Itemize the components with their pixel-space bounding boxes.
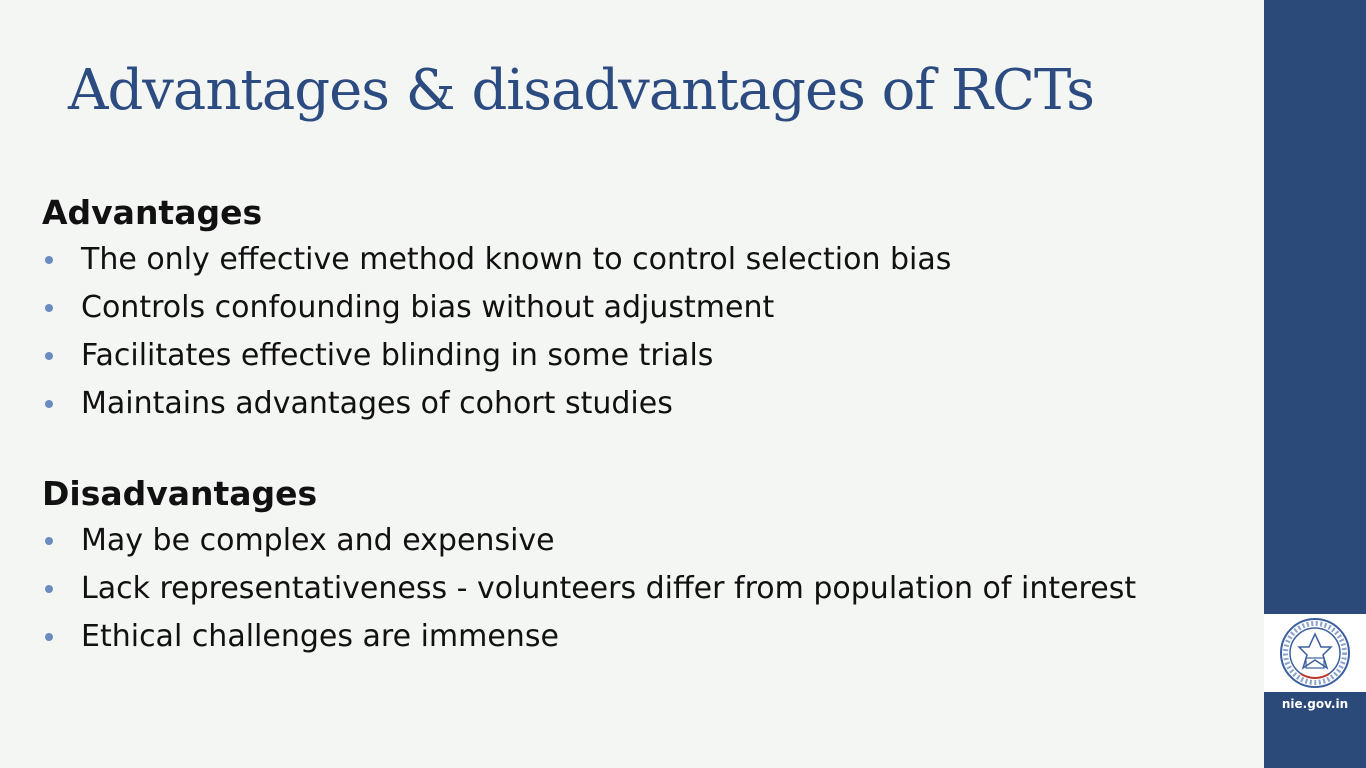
list-item: The only effective method known to contr… [42,236,1242,284]
list-item-text: The only effective method known to contr… [81,242,952,277]
list-item-text: Maintains advantages of cohort studies [81,386,673,421]
list-item: Lack representativeness - volunteers dif… [42,565,1242,613]
bullet-icon [45,633,53,641]
list-item-text: Controls confounding bias without adjust… [81,290,775,325]
site-url: nie.gov.in [1281,697,1349,711]
advantages-section: Advantages The only effective method kno… [42,190,1242,428]
advantages-list: The only effective method known to contr… [42,236,1242,428]
bullet-icon [45,585,53,593]
section-heading-advantages: Advantages [42,193,263,232]
list-item-text: Ethical challenges are immense [81,619,559,654]
disadvantages-section: Disadvantages May be complex and expensi… [42,471,1242,661]
bullet-icon [45,352,53,360]
list-item: May be complex and expensive [42,517,1242,565]
slide-title: Advantages & disadvantages of RCTs [68,58,1095,123]
list-item: Maintains advantages of cohort studies [42,380,1242,428]
bullet-icon [45,537,53,545]
list-item-text: Lack representativeness - volunteers dif… [81,571,1137,606]
institution-seal-icon [1280,618,1350,688]
list-item: Ethical challenges are immense [42,613,1242,661]
slide-content: Advantages The only effective method kno… [42,190,1242,661]
bullet-icon [45,256,53,264]
section-heading-disadvantages: Disadvantages [42,474,318,513]
list-item-text: Facilitates effective blinding in some t… [81,338,714,373]
bullet-icon [45,400,53,408]
logo [1264,614,1366,692]
bullet-icon [45,304,53,312]
disadvantages-list: May be complex and expensive Lack repres… [42,517,1242,661]
list-item-text: May be complex and expensive [81,523,555,558]
section-gap [42,428,1242,471]
list-item: Facilitates effective blinding in some t… [42,332,1242,380]
list-item: Controls confounding bias without adjust… [42,284,1242,332]
